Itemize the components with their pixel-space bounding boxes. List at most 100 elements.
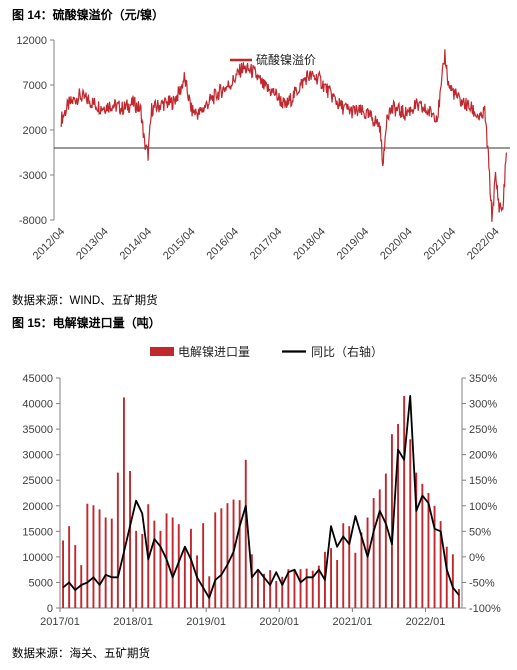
import-bar (92, 505, 95, 608)
x-tick-label: 2021/01 (332, 616, 372, 628)
yoy-line (62, 395, 460, 599)
import-bar (397, 424, 399, 608)
import-bar (348, 526, 351, 608)
figure14-caption: 图 14：硫酸镍溢价（元/镍） (12, 8, 165, 22)
import-bar (305, 568, 308, 608)
x-tick-label: 2019/04 (335, 226, 372, 263)
import-bar (190, 528, 192, 608)
right-tick-label: -50% (469, 577, 495, 589)
import-bar (281, 576, 284, 608)
import-bar (244, 459, 247, 608)
import-bar (360, 532, 363, 608)
y-tick-label: -3000 (19, 170, 47, 182)
import-bar (378, 489, 381, 608)
import-bar (445, 546, 448, 608)
import-bar (159, 530, 162, 608)
import-bar (354, 552, 357, 608)
import-bar (116, 472, 119, 608)
left-tick-label: 15000 (22, 526, 53, 538)
import-bar (409, 439, 412, 608)
left-tick-label: 5000 (29, 577, 53, 589)
figure15-caption: 图 15：电解镍进口量（吨） (12, 316, 161, 330)
import-bar (269, 570, 272, 608)
import-bar (98, 509, 101, 608)
right-tick-label: 300% (469, 399, 497, 411)
right-tick-label: 350% (469, 373, 497, 385)
left-tick-label: 20000 (22, 501, 53, 513)
left-tick-label: 45000 (22, 373, 53, 385)
right-tick-label: 100% (469, 501, 497, 513)
import-bar (68, 526, 71, 608)
x-tick-label: 2020/04 (378, 226, 415, 263)
import-bar (330, 548, 332, 608)
right-tick-label: 0% (469, 552, 485, 564)
left-tick-label: 10000 (22, 552, 53, 564)
import-chart: 0 5000 10000 15000 20000 25000 30000 35000 40000… (22, 344, 501, 628)
premium-line (60, 49, 507, 222)
left-tick-label: 40000 (22, 399, 53, 411)
import-bar (214, 512, 217, 608)
import-bar (104, 517, 107, 608)
import-bar (62, 540, 64, 608)
import-bar (421, 483, 424, 608)
import-bar (123, 397, 125, 608)
right-tick-label: 250% (469, 424, 497, 436)
y-tick-label: 12000 (16, 35, 47, 47)
import-bar (250, 554, 253, 608)
x-tick-label: 2015/04 (161, 226, 198, 263)
y-tick-label: 7000 (23, 80, 47, 92)
import-bar (153, 520, 156, 608)
x-tick-label: 2022/04 (465, 226, 502, 263)
import-bar (293, 569, 296, 608)
y-tick-label: -8000 (19, 215, 47, 227)
import-bar (226, 503, 229, 608)
legend-line-label: 同比（右轴） (311, 344, 383, 359)
import-bar (299, 569, 302, 608)
import-bar (287, 569, 290, 608)
x-tick-label: 2017/01 (40, 616, 80, 628)
import-bar (183, 548, 186, 608)
figure15-source: 数据来源：海关、五矿期货 (12, 648, 150, 660)
right-tick-label: 150% (469, 475, 497, 487)
x-tick-label: 2013/04 (74, 226, 111, 263)
legend-bar-label: 电解镍进口量 (178, 345, 250, 359)
legend-label: 硫酸镍溢价 (256, 52, 316, 67)
import-bar (427, 493, 430, 608)
left-tick-label: 35000 (22, 424, 53, 436)
import-bar (208, 576, 211, 608)
import-bar (263, 573, 265, 608)
x-tick-label: 2021/04 (422, 226, 459, 263)
import-bar (415, 472, 418, 608)
x-tick-label: 2012/04 (31, 226, 68, 263)
import-bar (342, 523, 345, 608)
import-bar (317, 565, 320, 608)
left-tick-label: 30000 (22, 450, 53, 462)
import-bar (80, 565, 83, 608)
import-bar (171, 517, 174, 608)
figure14-source: 数据来源：WIND、五矿期货 (12, 295, 158, 307)
x-tick-label: 2022/01 (406, 616, 446, 628)
import-bar (403, 395, 406, 608)
import-bar (336, 560, 339, 608)
right-tick-label: 200% (469, 450, 497, 462)
import-bar (372, 498, 375, 608)
left-tick-label: 0 (47, 603, 53, 615)
legend-bar-swatch (150, 347, 174, 356)
y-tick-label: 2000 (23, 125, 47, 137)
import-bar (141, 533, 144, 608)
import-bar (384, 473, 387, 608)
x-tick-label: 2019/01 (186, 616, 226, 628)
x-tick-label: 2018/04 (291, 226, 328, 263)
import-bar (202, 523, 205, 608)
import-bar (275, 580, 278, 608)
import-bar (238, 500, 241, 608)
import-bar (257, 570, 259, 608)
import-bar (86, 503, 89, 608)
left-tick-label: 25000 (22, 475, 53, 487)
import-bar (458, 589, 460, 608)
x-tick-label: 2016/04 (204, 226, 241, 263)
import-bar (110, 518, 113, 608)
import-bar (366, 517, 369, 608)
import-bar (311, 570, 314, 608)
